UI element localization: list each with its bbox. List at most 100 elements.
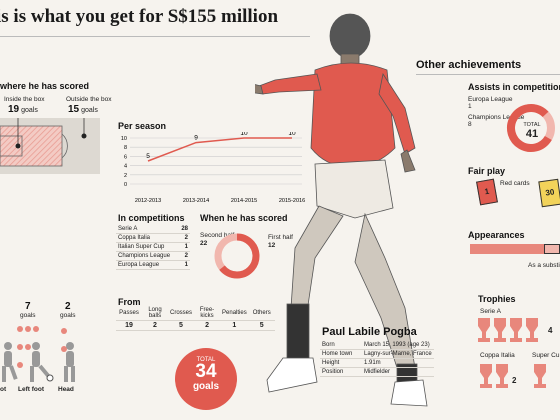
assists-heading: Assists in competitions — [468, 82, 560, 92]
coppa-count: 2 — [512, 376, 517, 385]
competition-name: Serie A — [116, 225, 179, 234]
profile-label: Born — [320, 341, 362, 350]
from-header: Penalties — [220, 306, 249, 321]
competition-value: 2 — [178, 233, 190, 243]
competition-row: Serie A 28 — [116, 225, 190, 234]
coppa-trophies — [480, 364, 508, 388]
from-value: 5 — [168, 320, 195, 331]
supercup-trophies — [534, 364, 546, 388]
player-figures-illustration — [2, 342, 75, 382]
y-tick-label: 0 — [124, 182, 127, 188]
europa-assists: Europa League 1 — [468, 96, 513, 110]
page-title: is is what you get for S$155 million — [0, 6, 279, 27]
per-season-heading: Per season — [118, 121, 167, 131]
profile-value: Lagny-sur-Marne, France — [362, 349, 434, 359]
profile-value: March 15, 1993 (age 23) — [362, 341, 434, 350]
competition-name: Europa League — [116, 260, 179, 270]
x-tick-label: 2014-2015 — [231, 198, 257, 204]
y-tick-label: 4 — [124, 164, 127, 170]
profile-row: Position Midfielder — [320, 367, 434, 377]
second-half-label: Second half 22 — [200, 232, 235, 247]
inside-label: Inside the box — [4, 96, 45, 103]
from-value: 2 — [194, 320, 221, 331]
competitions-heading: In competitions — [118, 213, 185, 223]
pitch-diagram — [0, 118, 100, 174]
outside-label: Outside the box — [66, 96, 112, 103]
from-table: Passes Long balls Crosses Free-kicks Penalti… — [116, 306, 275, 331]
assists-total: TOTAL 41 — [523, 122, 541, 140]
profile-value: Midfielder — [362, 367, 434, 377]
head-dots — [60, 322, 72, 358]
profile-row: Height 1.91m — [320, 358, 434, 368]
outside-stat: 15 goals — [68, 104, 98, 115]
series-line — [147, 137, 292, 162]
from-header: Others — [248, 306, 275, 321]
y-tick-label: 2 — [124, 173, 127, 179]
appearances-heading: Appearances — [468, 230, 525, 240]
from-value: 5 — [248, 320, 275, 331]
y-tick-label: 10 — [121, 136, 127, 142]
profile-row: Home town Lagny-sur-Marne, France — [320, 349, 434, 359]
head-stat: 2 goals — [60, 301, 76, 320]
competition-name: Italian Super Cup — [116, 242, 179, 252]
red-card: 1 — [476, 178, 498, 206]
from-value: 1 — [220, 320, 249, 331]
competition-value: 28 — [178, 225, 190, 234]
data-label: 10 — [240, 132, 248, 137]
red-card-label: Red cards — [500, 180, 530, 187]
profile-value: 1.91m — [362, 358, 434, 368]
y-tick-label: 8 — [124, 145, 127, 151]
total-goals-badge: TOTAL 34 goals — [175, 348, 237, 410]
champions-assists: Champions League88 — [468, 114, 525, 128]
competition-name: Coppa Italia — [116, 233, 179, 243]
first-half-label: First half 12 — [268, 234, 293, 249]
competitions-table: Serie A 28 Coppa Italia 2 Italian Super Cup 1… — [116, 225, 190, 270]
x-tick-label: 2012-2013 — [135, 198, 161, 204]
scored-heading: where he has scored — [0, 81, 90, 91]
fairplay-heading: Fair play — [468, 166, 506, 176]
competition-row: Coppa Italia 2 — [116, 233, 190, 243]
data-label: 10 — [288, 132, 296, 137]
from-header: Passes — [116, 306, 142, 321]
seriea-trophies — [478, 318, 538, 342]
from-header: Crosses — [168, 306, 195, 321]
profile-label: Height — [320, 358, 362, 368]
assists-donut — [507, 104, 555, 152]
from-header: Free-kicks — [194, 306, 221, 321]
halves-donut — [214, 233, 260, 279]
per-season-chart: 0 2 4 6 8 10 5 2012-2013 9 2013-2014 10 2014-2015 10… — [121, 132, 305, 204]
competition-name: Champions League — [116, 251, 179, 261]
profile-table: Born March 15, 1993 (age 23) Home town Lagn… — [320, 341, 434, 377]
seriea-label: Serie A — [480, 308, 501, 315]
competition-row: Europa League 1 — [116, 260, 190, 270]
supercup-label: Super Cu — [532, 352, 560, 359]
seriea-count: 4 — [548, 326, 553, 335]
competition-value: 2 — [178, 251, 190, 261]
from-value: 2 — [142, 320, 168, 331]
x-tick-label: 2015-2016 — [279, 198, 305, 204]
other-heading: Other achievements — [416, 59, 522, 71]
competition-value: 1 — [178, 242, 190, 252]
profile-label: Home town — [320, 349, 362, 359]
when-scored-heading: When he has scored — [200, 213, 288, 223]
inside-stat: 19 goals — [8, 104, 38, 115]
data-label: 5 — [146, 153, 150, 160]
competition-row: Champions League 2 — [116, 251, 190, 261]
profile-row: Born March 15, 1993 (age 23) — [320, 341, 434, 350]
from-heading: From — [118, 297, 141, 307]
competition-value: 1 — [178, 260, 190, 270]
y-tick-label: 6 — [124, 154, 127, 160]
left-foot-stat: 7 goals — [20, 301, 36, 320]
competition-row: Italian Super Cup 1 — [116, 242, 190, 252]
from-value: 19 — [116, 320, 142, 331]
substitute-label: As a substi — [528, 262, 560, 269]
profile-label: Position — [320, 367, 362, 377]
title-divider — [0, 36, 310, 37]
trophies-heading: Trophies — [478, 294, 516, 304]
other-divider — [416, 74, 560, 75]
x-tick-label: 2013-2014 — [183, 198, 209, 204]
player-name: Paul Labile Pogba — [322, 326, 417, 338]
appearances-bar — [470, 244, 548, 254]
yellow-card: 30 — [538, 178, 560, 208]
data-label: 9 — [194, 135, 198, 142]
